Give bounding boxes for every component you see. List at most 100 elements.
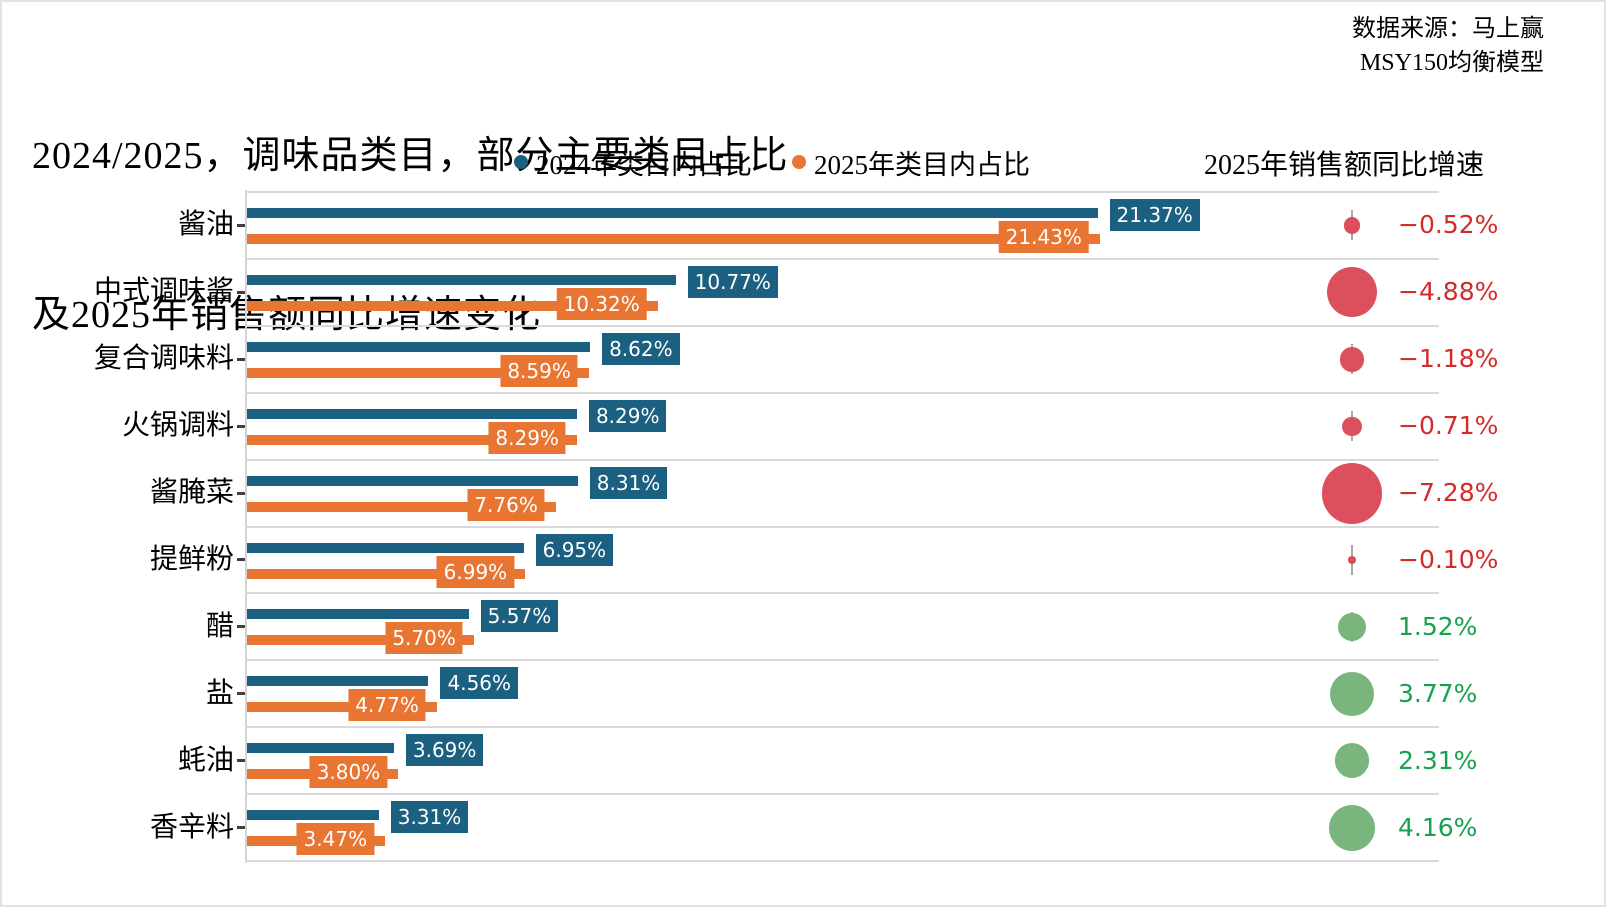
legend-label-2025: 2025年类目内占比	[814, 149, 1030, 180]
bar-2024	[247, 341, 591, 352]
row-separator-line	[245, 458, 1439, 461]
growth-bubble	[1342, 416, 1362, 436]
bar-2024	[247, 743, 394, 754]
growth-bubble	[1348, 556, 1356, 564]
growth-bubble	[1343, 217, 1361, 234]
bar-label-2024: 3.69%	[405, 734, 484, 767]
growth-bubble	[1330, 671, 1374, 716]
category-label: 酱腌菜	[149, 477, 234, 509]
bar-label-2024: 8.62%	[602, 332, 680, 365]
bar-label-2024: 21.37%	[1109, 199, 1200, 231]
growth-bubble	[1334, 743, 1370, 778]
category-label: 醋	[205, 610, 234, 642]
category-label: 火锅调料	[121, 410, 234, 442]
category-tick	[237, 491, 245, 495]
legend-item-2025: 2025年类目内占比	[792, 143, 1030, 182]
category-tick	[237, 692, 245, 696]
category-label: 香辛料	[149, 811, 234, 843]
bar-label-2025: 5.70%	[385, 622, 463, 655]
bar-2025	[247, 434, 577, 445]
data-source-line1: 数据来源：马上赢	[1352, 16, 1544, 42]
bar-2024	[247, 609, 469, 620]
bar-label-2025: 3.80%	[309, 756, 388, 789]
bar-label-2025: 7.76%	[467, 488, 545, 521]
bar-label-2025: 4.77%	[348, 689, 426, 722]
bar-2025	[247, 367, 589, 378]
bar-label-2025: 8.29%	[488, 421, 566, 454]
category-label: 中式调味酱	[93, 276, 234, 308]
growth-bubble	[1327, 267, 1377, 318]
bar-2025	[247, 300, 658, 311]
growth-value-label: −0.10%	[1398, 544, 1499, 574]
bar-2025	[247, 702, 437, 713]
row-separator-line	[245, 324, 1439, 327]
legend-item-2024: 2024年类目内占比	[514, 143, 752, 182]
growth-value-label: 2.31%	[1398, 745, 1478, 775]
legend-label-2024: 2024年类目内占比	[536, 149, 752, 180]
chart-title-line1: 2024/2025，调味品类目，部分主要类目占比	[32, 135, 789, 177]
bar-label-2024: 5.57%	[480, 600, 559, 633]
data-source-line2: MSY150均衡模型	[1359, 50, 1544, 76]
category-tick	[237, 357, 245, 361]
bar-label-2024: 8.29%	[588, 399, 667, 432]
bar-label-2025: 3.47%	[296, 823, 375, 856]
legend-dot-2025-icon	[792, 155, 806, 169]
row-separator-line	[245, 659, 1439, 662]
row-separator-line	[245, 793, 1439, 796]
growth-value-label: 3.77%	[1398, 678, 1478, 708]
growth-bubble	[1339, 346, 1365, 372]
bar-2024	[247, 810, 379, 821]
category-tick	[237, 826, 245, 830]
bar-label-2024: 8.31%	[589, 466, 668, 499]
bar-2024	[247, 408, 577, 419]
category-tick	[237, 223, 245, 227]
category-label: 盐	[205, 677, 234, 709]
bar-2024	[247, 676, 429, 687]
category-label: 复合调味料	[93, 343, 234, 375]
growth-column-header: 2025年销售额同比增速	[1204, 150, 1485, 181]
category-tick	[237, 625, 245, 629]
category-label: 提鲜粉	[149, 543, 234, 575]
growth-value-label: −7.28%	[1398, 478, 1499, 508]
growth-value-label: −4.88%	[1398, 277, 1499, 307]
row-separator-line	[245, 726, 1439, 729]
growth-value-label: −0.71%	[1398, 411, 1499, 441]
growth-bubble	[1328, 804, 1376, 851]
row-separator-line	[245, 257, 1439, 260]
category-label: 蚝油	[177, 744, 234, 776]
bar-2025	[247, 568, 526, 579]
growth-value-label: 1.52%	[1398, 611, 1478, 641]
category-tick	[237, 290, 245, 294]
growth-value-label: 4.16%	[1398, 812, 1478, 842]
bar-2025	[247, 234, 1100, 244]
row-separator-line	[245, 860, 1439, 862]
bar-label-2025: 8.59%	[500, 354, 578, 387]
bar-2025	[247, 635, 474, 646]
row-separator-line	[245, 592, 1439, 595]
category-tick	[237, 759, 245, 763]
row-separator-line	[245, 525, 1439, 528]
growth-value-label: −1.18%	[1398, 344, 1499, 374]
bar-label-2025: 10.32%	[556, 287, 647, 320]
bar-label-2024: 10.77%	[687, 265, 778, 298]
growth-bubble	[1338, 612, 1366, 641]
bar-2024	[247, 542, 524, 553]
bar-label-2024: 6.95%	[535, 533, 614, 566]
category-label: 酱油	[177, 209, 234, 241]
category-tick	[237, 424, 245, 428]
bar-label-2025: 6.99%	[436, 555, 515, 588]
bar-label-2024: 4.56%	[440, 667, 519, 700]
category-tick	[237, 558, 245, 562]
row-separator-line	[245, 191, 1439, 193]
bar-label-2025: 21.43%	[998, 221, 1089, 253]
bar-2024	[247, 208, 1098, 218]
bar-2024	[247, 274, 676, 285]
row-separator-line	[245, 391, 1439, 394]
bar-label-2024: 3.31%	[390, 801, 469, 834]
legend-dot-2024-icon	[514, 155, 528, 169]
bar-2025	[247, 501, 556, 512]
data-source-note: 数据来源：马上赢 MSY150均衡模型	[1352, 12, 1544, 80]
growth-bubble	[1321, 462, 1383, 524]
growth-value-label: −0.52%	[1398, 210, 1499, 240]
